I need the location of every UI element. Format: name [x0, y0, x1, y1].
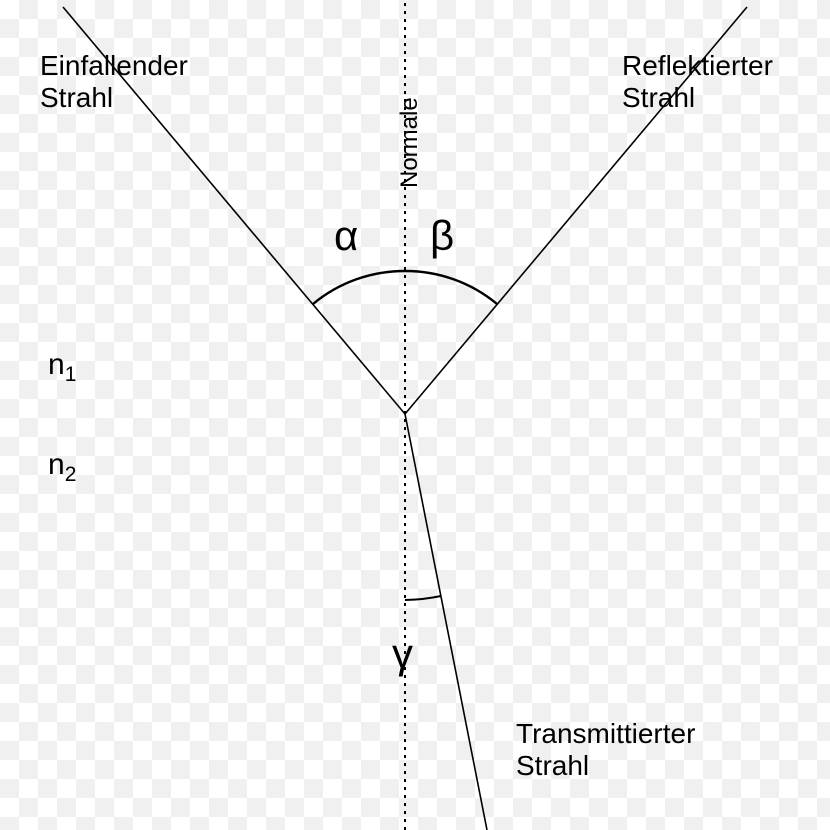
transmitted-ray	[405, 414, 487, 830]
n1-label: n1	[48, 348, 76, 387]
gamma-label: γ	[392, 630, 413, 678]
beta-label: β	[430, 212, 454, 260]
normal-label: Normale	[396, 97, 424, 188]
incident-label: Einfallender Strahl	[40, 50, 188, 114]
transmitted-label: Transmittierter Strahl	[516, 718, 695, 782]
arc-alpha	[313, 271, 405, 304]
arc-beta	[405, 271, 497, 304]
n2-label: n2	[48, 448, 76, 487]
alpha-label: α	[334, 212, 358, 260]
diagram-stage: Einfallender Strahl Reflektierter Strahl…	[0, 0, 830, 830]
reflected-label: Reflektierter Strahl	[622, 50, 773, 114]
arc-gamma	[405, 596, 441, 600]
